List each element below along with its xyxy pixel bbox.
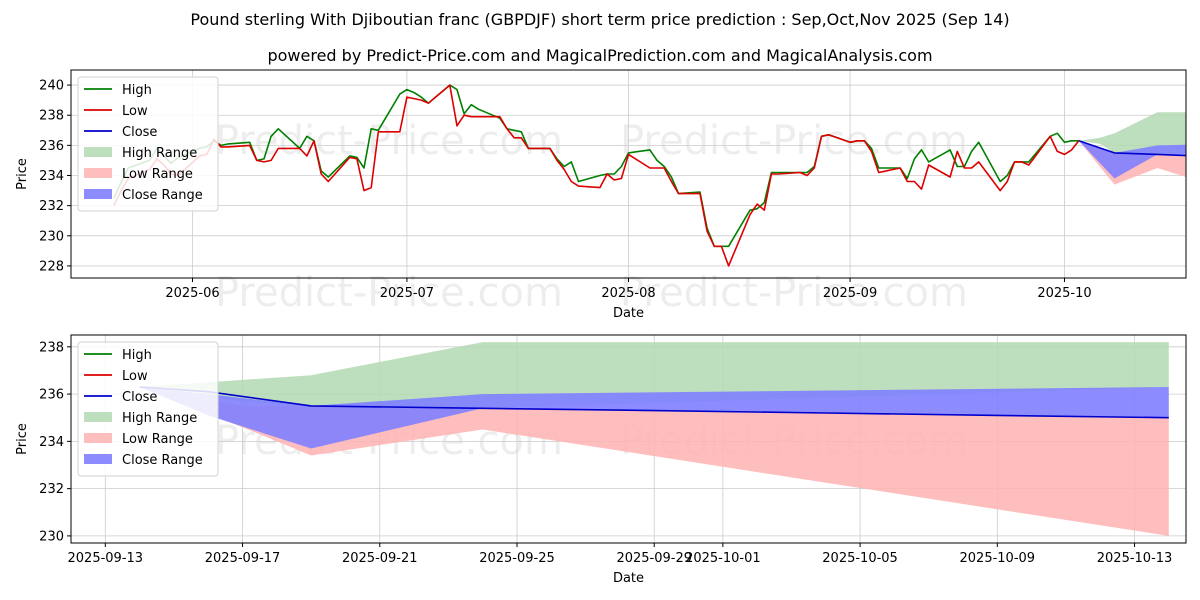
y-tick-label: 234 <box>39 169 64 184</box>
y-tick-label: 232 <box>39 199 64 214</box>
x-tick-label: 2025-10-09 <box>960 551 1036 566</box>
x-tick-label: 2025-08 <box>601 286 655 301</box>
chart-subtitle: powered by Predict-Price.com and Magical… <box>267 46 933 65</box>
legend-label-close: Close <box>122 390 157 405</box>
x-tick-label: 2025-09-25 <box>479 551 555 566</box>
x-tick-label: 2025-10 <box>1037 286 1091 301</box>
plot-area <box>113 84 1186 267</box>
legend-label-high: High <box>122 348 152 363</box>
series-line-low <box>113 84 1080 267</box>
x-tick-label: 2025-09-21 <box>342 551 418 566</box>
legend-box <box>77 76 219 212</box>
x-tick-label: 2025-10-05 <box>822 551 898 566</box>
legend: High Low Close High Range Low Range Close Ran… <box>77 341 219 477</box>
legend-swatch-close-range <box>84 189 112 199</box>
watermark-top-2: Predict-Price.com <box>620 118 968 164</box>
chart-panel-2: 230 232 234 236 238 2025-09-13 2025-09-17 2025-… <box>15 334 1187 586</box>
series-line-close <box>1078 140 1186 157</box>
legend-swatch-low-range <box>84 168 112 178</box>
y-tick-label: 230 <box>39 229 64 244</box>
x-tick-label: 2025-09 <box>823 286 877 301</box>
series-line-high <box>113 84 1079 248</box>
plot-frame <box>70 334 1187 544</box>
legend-label-low: Low <box>122 369 148 384</box>
legend-label-low-range: Low Range <box>122 432 193 447</box>
legend-swatch-close-range <box>84 454 112 464</box>
y-tick-label: 238 <box>39 340 64 355</box>
legend-label-low-range: Low Range <box>122 167 193 182</box>
legend-label-high-range: High Range <box>122 146 197 161</box>
x-tick-label: 2025-09-13 <box>68 551 144 566</box>
band-close-range <box>139 387 1169 449</box>
y-tick-label: 236 <box>39 139 64 154</box>
x-tick-label: 2025-06 <box>165 286 219 301</box>
y-tick-label: 238 <box>39 109 64 124</box>
y-tick-label: 236 <box>39 388 64 403</box>
x-axis-label: Date <box>613 306 644 321</box>
y-tick-label: 232 <box>39 482 64 497</box>
y-axis-label: Price <box>15 423 30 455</box>
y-axis-label: Price <box>15 158 30 190</box>
x-tick-label: 2025-10-01 <box>685 551 761 566</box>
x-tick-label: 2025-09-29 <box>616 551 692 566</box>
legend-box <box>77 341 219 477</box>
legend-label-close: Close <box>122 125 157 140</box>
legend-swatch-high-range <box>84 412 112 422</box>
legend-label-low: Low <box>122 104 148 119</box>
band-high-range <box>1078 112 1186 155</box>
legend-swatch-low-range <box>84 433 112 443</box>
x-tick-label: 2025-07 <box>380 286 434 301</box>
y-tick-label: 230 <box>39 529 64 544</box>
chart-panel-1: 228 230 232 234 236 238 240 2025-06 2025-07 2025-… <box>15 69 1187 321</box>
x-tick-label: 2025-09-17 <box>205 551 281 566</box>
y-tick-label: 234 <box>39 435 64 450</box>
legend: High Low Close High Range Low Range Close Ran… <box>77 76 219 212</box>
plot-area <box>139 342 1169 536</box>
legend-label-close-range: Close Range <box>122 188 203 203</box>
legend-label-close-range: Close Range <box>122 453 203 468</box>
legend-label-high-range: High Range <box>122 411 197 426</box>
legend-label-high: High <box>122 83 152 98</box>
y-tick-label: 228 <box>39 259 64 274</box>
legend-swatch-high-range <box>84 147 112 157</box>
y-tick-label: 240 <box>39 79 64 94</box>
x-tick-label: 2025-10-13 <box>1097 551 1173 566</box>
chart-title: Pound sterling With Djiboutian franc (GB… <box>190 10 1010 29</box>
x-axis-label: Date <box>613 571 644 586</box>
series-line-close <box>139 386 1169 419</box>
